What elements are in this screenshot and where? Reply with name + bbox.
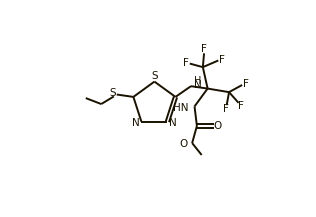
Text: HN: HN <box>173 103 189 113</box>
Text: F: F <box>183 58 189 68</box>
Text: O: O <box>214 121 222 131</box>
Text: F: F <box>243 79 249 89</box>
Text: F: F <box>223 104 229 114</box>
Text: H: H <box>194 76 201 86</box>
Text: F: F <box>239 101 244 111</box>
Text: F: F <box>201 44 207 54</box>
Text: N: N <box>169 118 177 128</box>
Text: F: F <box>219 54 225 64</box>
Text: O: O <box>179 139 188 149</box>
Text: N: N <box>194 80 202 90</box>
Text: S: S <box>109 88 116 98</box>
Text: S: S <box>151 71 158 81</box>
Text: N: N <box>132 118 140 128</box>
